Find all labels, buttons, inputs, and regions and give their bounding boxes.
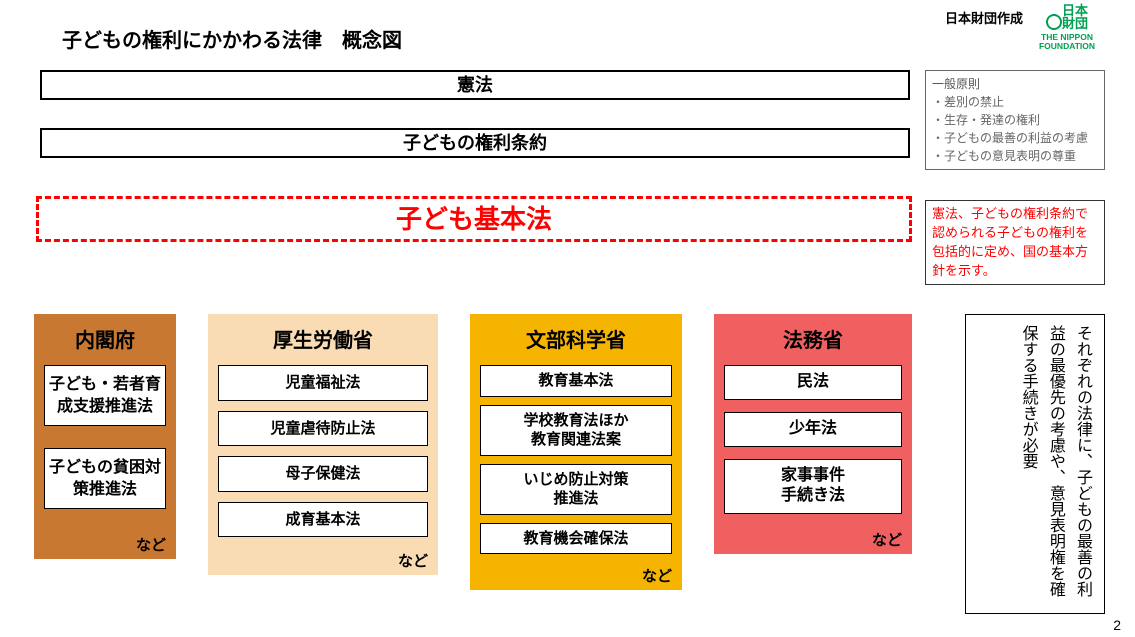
logo-icon: 日本財団 [1046,4,1088,30]
ministry-cabinet: 内閣府 子ども・若者育成支援推進法 子どもの貧困対策推進法 など [34,314,176,559]
ministry-header: 厚生労働省 [218,322,428,355]
etc-label: など [642,565,672,586]
vertical-note: それぞれの法律に、子どもの最善の利益の最優先の考慮や、意見表明権を確保する手続き… [965,314,1105,614]
law-item: 教育基本法 [480,365,672,397]
ministry-header: 法務省 [724,322,902,355]
law-item: 子どもの貧困対策推進法 [44,448,166,509]
law-item: 子ども・若者育成支援推進法 [44,365,166,426]
principles-item: ・子どもの最善の利益の考慮 [932,129,1098,147]
nippon-foundation-logo: 日本財団 THE NIPPONFOUNDATION [1029,4,1105,52]
box-constitution: 憲法 [40,70,910,100]
ministry-mext: 文部科学省 教育基本法 学校教育法ほか教育関連法案 いじめ防止対策推進法 教育機… [470,314,682,590]
page-title: 子どもの権利にかかわる法律 概念図 [62,24,402,53]
principles-item: ・生存・発達の権利 [932,111,1098,129]
principles-box: 一般原則 ・差別の禁止 ・生存・発達の権利 ・子どもの最善の利益の考慮 ・子ども… [925,70,1105,170]
basic-law-note: 憲法、子どもの権利条約で認められる子どもの権利を包括的に定め、国の基本方針を示す… [925,200,1105,285]
ministry-header: 内閣府 [44,322,166,355]
etc-label: など [872,529,902,550]
law-item: 母子保健法 [218,456,428,492]
page-number: 2 [1113,617,1121,633]
ministries-row: 内閣府 子ども・若者育成支援推進法 子どもの貧困対策推進法 など 厚生労働省 児… [34,314,912,590]
law-item: 学校教育法ほか教育関連法案 [480,405,672,456]
credit-text: 日本財団作成 [945,8,1023,27]
etc-label: など [398,550,428,571]
basic-law-box: 子ども基本法 [36,196,912,242]
law-item: 家事事件手続き法 [724,459,902,515]
ministry-moj: 法務省 民法 少年法 家事事件手続き法 など [714,314,912,554]
principles-item: ・子どもの意見表明の尊重 [932,147,1098,165]
principles-header: 一般原則 [932,75,1098,93]
law-item: いじめ防止対策推進法 [480,464,672,515]
law-item: 民法 [724,365,902,400]
ministry-mhlw: 厚生労働省 児童福祉法 児童虐待防止法 母子保健法 成育基本法 など [208,314,438,575]
law-item: 成育基本法 [218,502,428,538]
ministry-header: 文部科学省 [480,322,672,355]
etc-label: など [136,534,166,555]
law-item: 少年法 [724,412,902,447]
principles-item: ・差別の禁止 [932,93,1098,111]
logo-text-en: THE NIPPONFOUNDATION [1029,33,1105,52]
box-convention: 子どもの権利条約 [40,128,910,158]
law-item: 教育機会確保法 [480,523,672,555]
law-item: 児童福祉法 [218,365,428,401]
law-item: 児童虐待防止法 [218,411,428,447]
